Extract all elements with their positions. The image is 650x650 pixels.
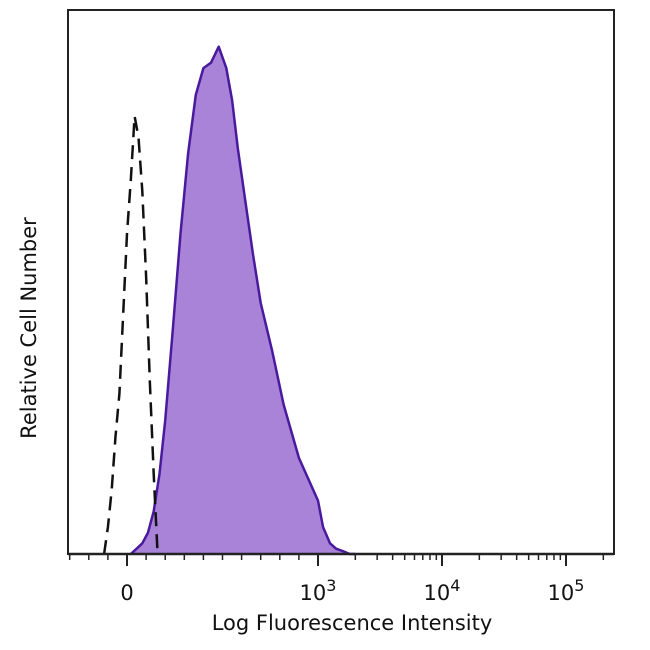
- series-1-line: [102, 114, 159, 555]
- series-0-area: [130, 46, 356, 554]
- series-0-line: [129, 45, 356, 556]
- x-tick-label: 105: [548, 576, 585, 605]
- x-tick-label: 103: [300, 576, 337, 605]
- y-axis-label: Relative Cell Number: [17, 217, 41, 439]
- ticks-layer: 0 103 104 105: [68, 554, 605, 605]
- plot-frame: [67, 9, 615, 555]
- x-tick-label: 0: [120, 581, 133, 605]
- x-tick-label: 104: [424, 576, 461, 605]
- marks-layer: [68, 45, 614, 556]
- x-axis-label: Log Fluorescence Intensity: [212, 611, 493, 635]
